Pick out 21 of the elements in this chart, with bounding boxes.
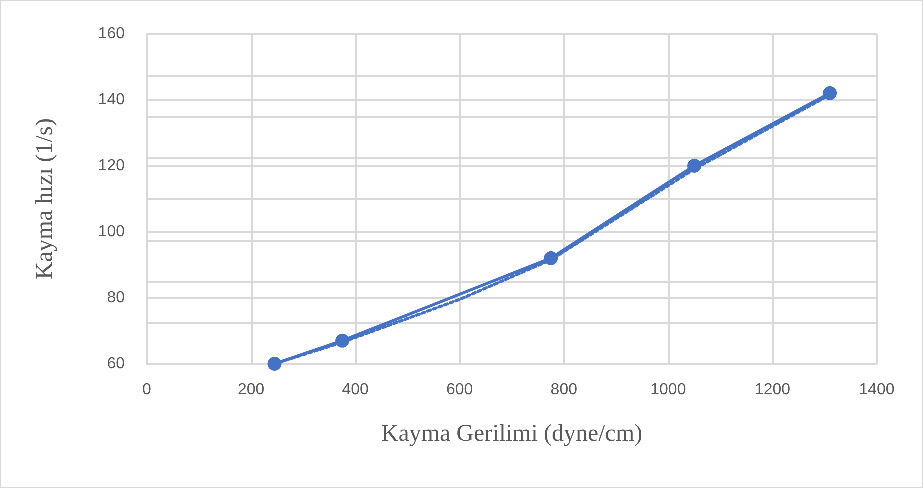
point — [268, 357, 282, 371]
x-tick-label: 1400 — [859, 382, 895, 398]
point — [688, 159, 702, 173]
y-tick-label: 160 — [98, 26, 126, 42]
x-tick-label: 200 — [238, 382, 265, 398]
x-tick-label: 600 — [446, 382, 474, 398]
point — [336, 334, 350, 348]
y-tick-label: 120 — [98, 158, 126, 174]
point — [544, 251, 558, 266]
y-tick-label: 80 — [107, 290, 126, 306]
x-tick-label: 800 — [550, 382, 578, 398]
x-tick-label: 1200 — [754, 382, 791, 398]
point — [823, 86, 838, 100]
x-axis-title: Kayma Gerilimi (dyne/cm) — [381, 421, 643, 447]
y-tick-label: 100 — [98, 224, 126, 240]
y-axis-title: Kayma hızı (1/s) — [32, 118, 58, 280]
x-tick-label: 1000 — [650, 382, 686, 398]
x-tick-label: 400 — [342, 382, 370, 398]
y-tick-label: 60 — [107, 356, 126, 372]
y-tick-label: 140 — [98, 92, 126, 108]
x-tick-label: 0 — [142, 382, 152, 398]
